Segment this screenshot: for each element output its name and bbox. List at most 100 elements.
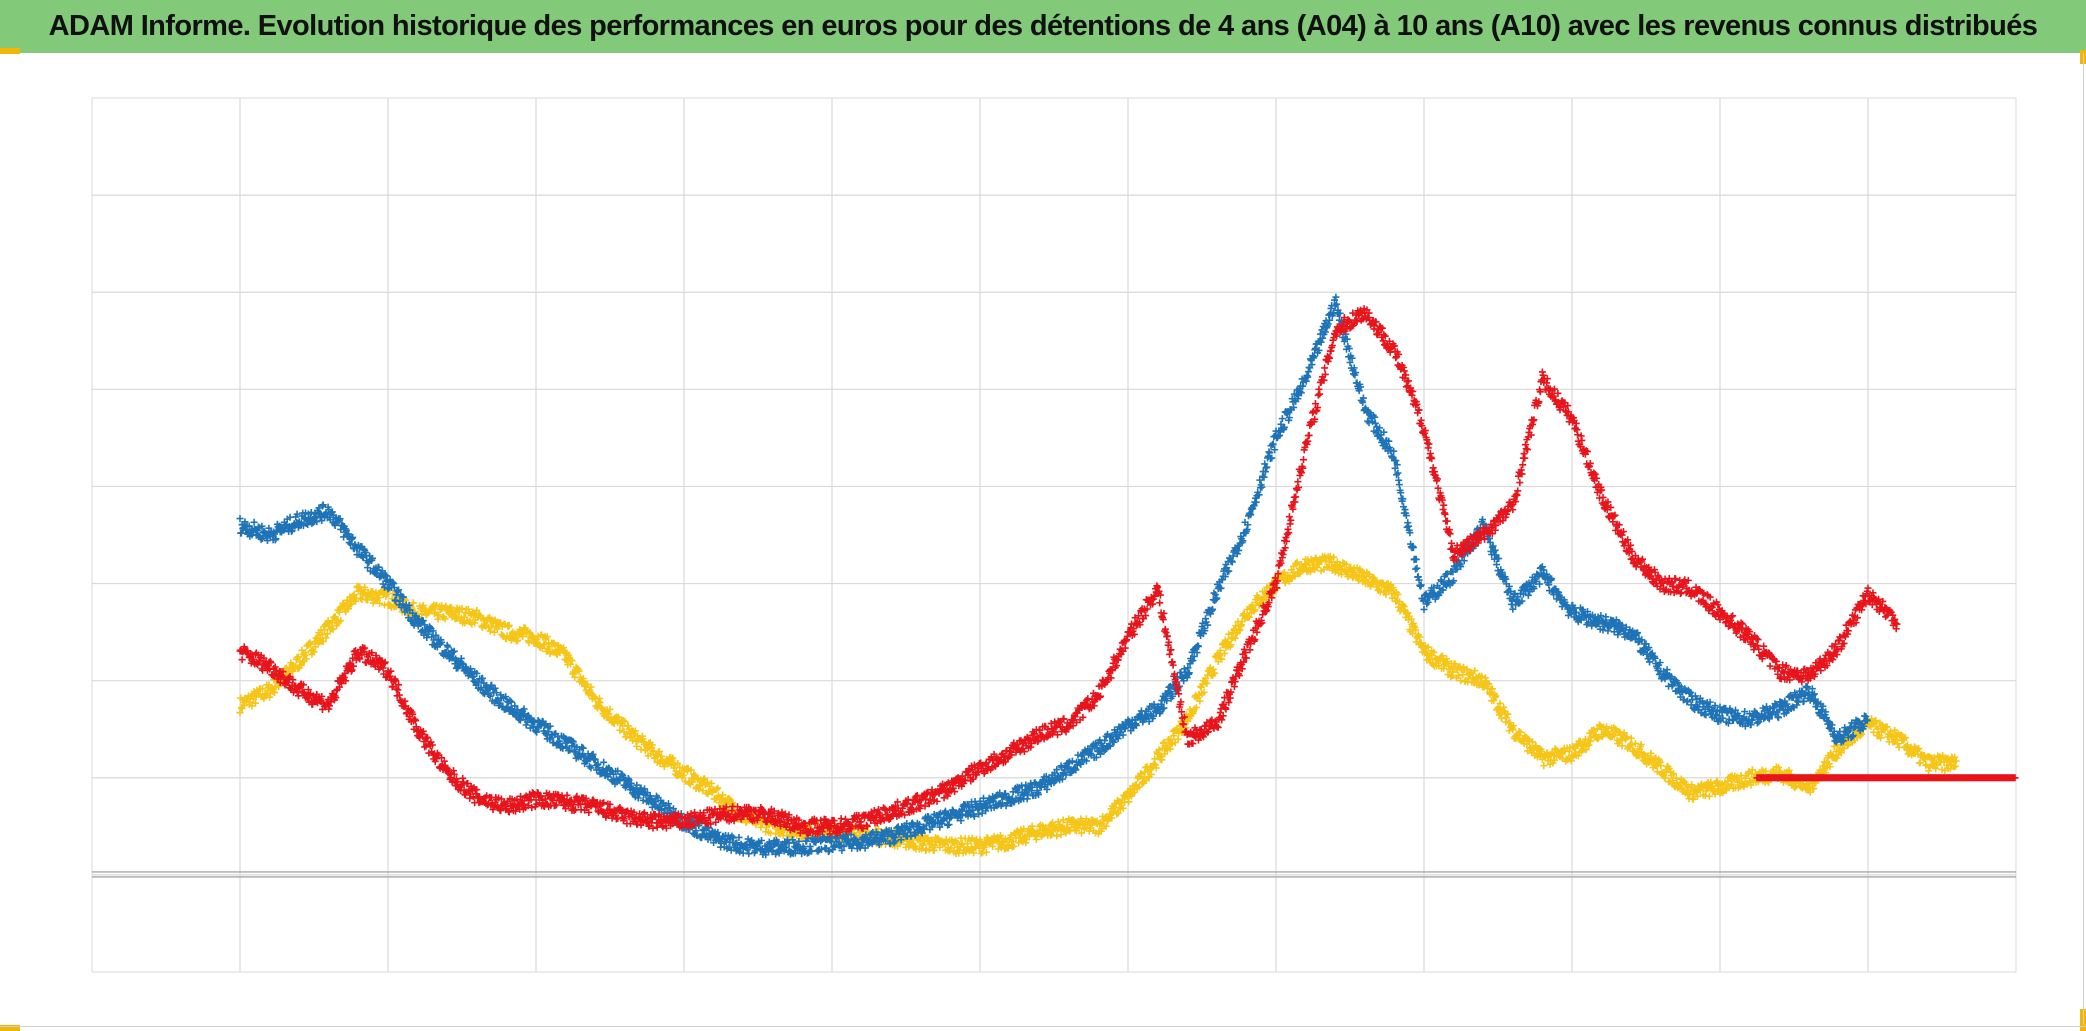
data-point [1245, 613, 1253, 621]
data-point [752, 821, 760, 829]
data-point [1077, 829, 1085, 837]
data-point [648, 741, 656, 749]
data-point [323, 630, 331, 638]
data-point [302, 649, 310, 657]
data-point [1012, 834, 1020, 842]
data-point [1108, 814, 1116, 822]
data-point [435, 611, 443, 619]
data-point [310, 648, 318, 656]
data-point [1130, 788, 1138, 796]
data-point [368, 588, 376, 596]
data-point [319, 637, 327, 645]
data-point [389, 590, 397, 598]
data-point [1342, 561, 1350, 569]
data-point [1147, 770, 1155, 778]
data-point [376, 599, 384, 607]
data-point [473, 606, 481, 614]
data-point [1174, 735, 1182, 743]
data-point [1049, 819, 1057, 827]
data-point [1063, 818, 1071, 826]
data-point [294, 653, 302, 661]
data-point [1048, 831, 1056, 839]
data-point [700, 775, 708, 783]
data-point [982, 841, 990, 849]
data-point [605, 710, 613, 718]
data-point [294, 665, 302, 673]
data-point [357, 594, 365, 602]
data-point [248, 702, 256, 710]
data-point [982, 848, 990, 856]
data-point [460, 613, 468, 621]
data-point [1007, 831, 1015, 839]
data-point [1125, 798, 1133, 806]
data-point [616, 726, 624, 734]
data-point [1119, 804, 1127, 812]
data-point [1251, 606, 1259, 614]
data-point [1216, 647, 1224, 655]
data-point [302, 655, 310, 663]
data-point [687, 766, 695, 774]
data-point [540, 640, 548, 648]
data-point [262, 691, 270, 699]
data-point [329, 625, 337, 633]
data-point [321, 621, 329, 629]
data-point [1203, 679, 1211, 687]
zero-axis-line [92, 871, 2016, 878]
data-point [568, 657, 576, 665]
data-point [1010, 842, 1018, 850]
data-point [441, 615, 449, 623]
data-point [1057, 831, 1065, 839]
data-point [493, 625, 501, 633]
data-point [514, 636, 522, 644]
data-point [1333, 558, 1341, 566]
data-point [306, 640, 314, 648]
data-point [621, 718, 629, 726]
data-point [364, 596, 372, 604]
data-point [655, 747, 663, 755]
data-point [619, 717, 627, 725]
data-point [703, 778, 711, 786]
data-point [583, 680, 591, 688]
frame-right-edge [2083, 53, 2084, 1025]
data-point [951, 837, 959, 845]
data-point [947, 844, 955, 852]
data-point [707, 779, 715, 787]
data-point [1221, 649, 1229, 657]
data-point [1225, 630, 1233, 638]
title-bar: ADAM Informe. Evolution historique des p… [0, 0, 2086, 53]
data-point [1113, 796, 1121, 804]
data-point [298, 646, 306, 654]
data-point [1166, 745, 1174, 753]
data-point [1218, 655, 1226, 663]
data-point [919, 841, 927, 849]
data-point [1137, 770, 1145, 778]
data-point [1142, 763, 1150, 771]
data-point [1158, 756, 1166, 764]
data-point [297, 661, 305, 669]
data-point [1160, 738, 1168, 746]
data-point [409, 599, 417, 607]
data-point [1059, 816, 1067, 824]
data-point [1053, 832, 1061, 840]
data-point [719, 791, 727, 799]
data-point [714, 784, 722, 792]
data-point [486, 627, 494, 635]
data-point [1293, 558, 1301, 566]
data-point [490, 628, 498, 636]
data-point [1114, 809, 1122, 817]
data-point [1313, 563, 1321, 571]
data-point [1227, 641, 1235, 649]
gridlines [92, 98, 2016, 972]
data-point [1291, 572, 1299, 580]
frame-bottom-edge [0, 1026, 2086, 1027]
data-point [633, 742, 641, 750]
data-point [328, 625, 336, 633]
data-point [322, 634, 330, 642]
data-point [1200, 688, 1208, 696]
data-point [259, 685, 267, 693]
data-point [1196, 697, 1204, 705]
data-point [931, 841, 939, 849]
data-point [575, 667, 583, 675]
chart-title: ADAM Informe. Evolution historique des p… [48, 10, 2038, 42]
